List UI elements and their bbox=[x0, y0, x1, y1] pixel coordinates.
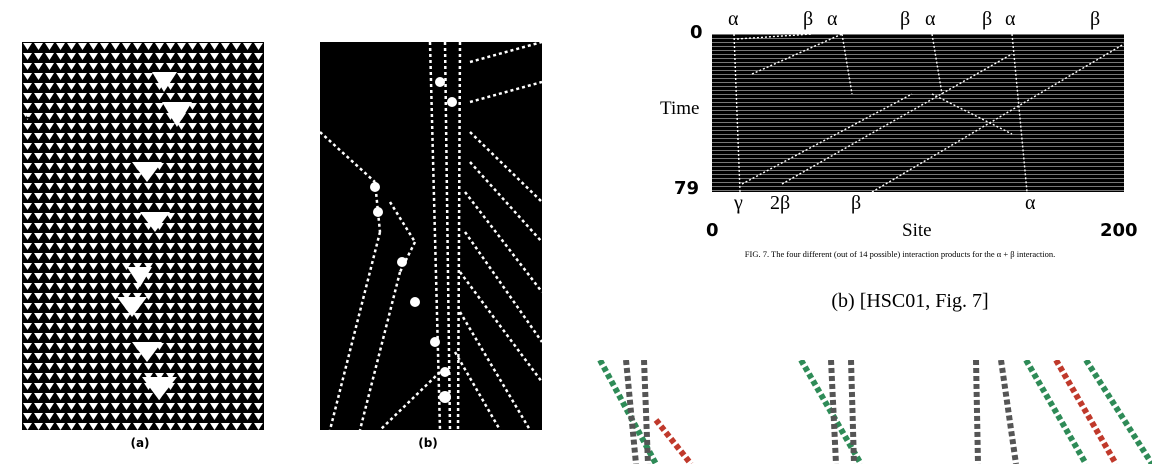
figure-a-label: (a) bbox=[130, 436, 150, 450]
spacetime-image bbox=[712, 34, 1124, 192]
x-axis-label: Site bbox=[902, 220, 932, 241]
figure-a-image bbox=[22, 42, 264, 430]
top-label: β bbox=[803, 8, 814, 30]
top-label: β bbox=[982, 8, 993, 30]
top-label: α bbox=[827, 8, 838, 30]
figure-a-panel bbox=[22, 42, 264, 430]
figure-b-image bbox=[320, 42, 542, 430]
y-axis-top: 0 bbox=[690, 22, 703, 43]
x-axis-left: 0 bbox=[706, 220, 719, 241]
y-axis-label: Time bbox=[660, 98, 700, 119]
bottom-label: 2β bbox=[770, 192, 791, 214]
y-axis-bottom: 79 bbox=[674, 178, 700, 199]
x-axis-right: 200 bbox=[1100, 220, 1138, 241]
figure-b-panel bbox=[320, 42, 542, 430]
spacetime-diagram bbox=[712, 34, 1124, 192]
top-label: α bbox=[925, 8, 936, 30]
figure-caption: FIG. 7. The four different (out of 14 po… bbox=[744, 249, 1056, 259]
figure-b-label: (b) bbox=[418, 436, 438, 450]
top-label: β bbox=[1090, 8, 1101, 30]
top-label: β bbox=[900, 8, 911, 30]
top-label: α bbox=[1005, 8, 1016, 30]
colored-interactions-panel bbox=[596, 360, 1152, 464]
bottom-label: β bbox=[851, 192, 862, 214]
subcaption: (b) [HSC01, Fig. 7] bbox=[831, 290, 989, 312]
bottom-label: γ bbox=[734, 192, 743, 214]
top-label: α bbox=[728, 8, 739, 30]
figure-a-axis-mark: t bbox=[20, 115, 35, 120]
colored-interactions-image bbox=[597, 360, 1152, 464]
bottom-label: α bbox=[1025, 192, 1036, 214]
